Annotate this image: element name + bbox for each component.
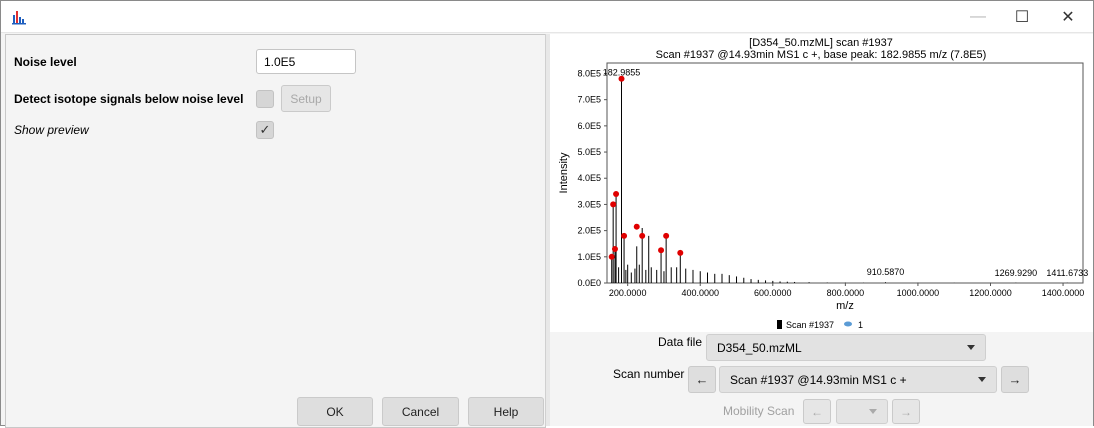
chart-legend: Scan #1937 1 bbox=[777, 320, 863, 330]
x-tick-label: 800.0000 bbox=[827, 288, 865, 298]
x-tick-label: 1400.0000 bbox=[1042, 288, 1085, 298]
y-tick-label: 6.0E5 bbox=[577, 121, 601, 131]
minimize-icon: — bbox=[970, 7, 986, 25]
plot-frame bbox=[606, 62, 1084, 284]
centroid-point bbox=[613, 190, 620, 197]
ok-button[interactable]: OK bbox=[297, 397, 373, 426]
centroid-point bbox=[658, 247, 665, 254]
peak-label: 1269.9290 bbox=[995, 268, 1038, 278]
x-axis-label: m/z bbox=[836, 300, 854, 312]
y-axis-label: Intensity bbox=[558, 152, 570, 193]
y-tick-label: 0.0E0 bbox=[577, 278, 601, 288]
x-tick-label: 1000.0000 bbox=[897, 288, 940, 298]
parameters-pane: Noise level 1.0E5 Detect isotope signals… bbox=[5, 34, 546, 428]
chart-app-icon bbox=[12, 11, 26, 25]
x-tick-label: 600.0000 bbox=[754, 288, 792, 298]
peak-label: 910.5870 bbox=[867, 267, 905, 277]
arrow-left-icon: ← bbox=[695, 372, 709, 387]
cancel-button[interactable]: Cancel bbox=[382, 397, 459, 426]
centroid-point bbox=[633, 223, 640, 230]
centroid-point bbox=[663, 232, 670, 239]
help-button[interactable]: Help bbox=[468, 397, 544, 426]
legend-label-centroid: 1 bbox=[858, 320, 863, 330]
y-tick-label: 3.0E5 bbox=[577, 199, 601, 209]
previous-mobility-button[interactable]: ← bbox=[803, 399, 831, 424]
y-tick-label: 2.0E5 bbox=[577, 226, 601, 236]
spectrum-chart-area: [D354_50.mzML] scan #1937 Scan #1937 @14… bbox=[550, 34, 1093, 332]
setup-button[interactable]: Setup bbox=[281, 85, 331, 112]
previous-scan-button[interactable]: ← bbox=[688, 366, 716, 393]
arrow-right-icon: → bbox=[1008, 372, 1022, 387]
y-tick-label: 5.0E5 bbox=[577, 147, 601, 157]
peak-label: 1411.6733 bbox=[1046, 268, 1088, 278]
title-bar: — ☐ ✕ bbox=[1, 1, 1093, 33]
centroid-point bbox=[611, 245, 618, 252]
isotope-checkbox[interactable] bbox=[256, 90, 274, 108]
arrow-left-icon: ← bbox=[811, 404, 823, 419]
x-tick-label: 400.0000 bbox=[681, 288, 719, 298]
next-mobility-button[interactable]: → bbox=[892, 399, 920, 424]
maximize-button[interactable]: ☐ bbox=[999, 1, 1045, 32]
y-tick-label: 4.0E5 bbox=[577, 173, 601, 183]
next-scan-button[interactable]: → bbox=[1001, 366, 1029, 393]
close-icon: ✕ bbox=[1061, 8, 1075, 26]
maximize-icon: ☐ bbox=[1014, 8, 1030, 26]
noise-level-label: Noise level bbox=[14, 55, 77, 69]
chart-subtitle: Scan #1937 @14.93min MS1 c +, base peak:… bbox=[656, 49, 987, 61]
preview-label: Show preview bbox=[14, 123, 89, 137]
noise-level-input[interactable]: 1.0E5 bbox=[256, 49, 356, 74]
data-file-value: D354_50.mzML bbox=[717, 340, 802, 355]
data-file-label: Data file bbox=[658, 335, 703, 349]
centroid-point bbox=[621, 232, 628, 239]
mobility-scan-combo[interactable] bbox=[836, 399, 888, 424]
y-tick-label: 1.0E5 bbox=[577, 252, 601, 262]
chevron-down-icon bbox=[978, 376, 986, 382]
x-tick-label: 200.0000 bbox=[609, 288, 647, 298]
centroid-point bbox=[618, 75, 625, 82]
chevron-down-icon bbox=[869, 408, 877, 414]
spectrum-chart[interactable]: [D354_50.mzML] scan #1937 Scan #1937 @14… bbox=[550, 34, 1093, 332]
centroid-point bbox=[610, 201, 617, 208]
checkmark-icon: ✓ bbox=[259, 122, 271, 137]
centroid-point bbox=[608, 253, 615, 260]
y-tick-label: 8.0E5 bbox=[577, 68, 601, 78]
legend-swatch-scan bbox=[777, 320, 782, 329]
isotope-label: Detect isotope signals below noise level bbox=[14, 92, 244, 106]
peak-label: 182.9855 bbox=[603, 68, 641, 78]
close-button[interactable]: ✕ bbox=[1045, 1, 1091, 32]
scan-number-combo[interactable]: Scan #1937 @14.93min MS1 c + bbox=[719, 366, 997, 393]
x-tick-label: 1200.0000 bbox=[969, 288, 1012, 298]
scan-number-label: Scan number bbox=[613, 367, 685, 381]
chart-title: [D354_50.mzML] scan #1937 bbox=[749, 37, 893, 49]
centroid-point bbox=[639, 232, 646, 239]
data-file-combo[interactable]: D354_50.mzML bbox=[706, 334, 986, 361]
arrow-right-icon: → bbox=[900, 404, 912, 419]
chevron-down-icon bbox=[967, 344, 975, 350]
scan-number-value: Scan #1937 @14.93min MS1 c + bbox=[730, 372, 907, 387]
legend-label-scan: Scan #1937 bbox=[786, 320, 834, 330]
preview-checkbox[interactable]: ✓ bbox=[256, 121, 274, 139]
legend-swatch-centroid bbox=[844, 321, 852, 327]
y-tick-label: 7.0E5 bbox=[577, 95, 601, 105]
centroid-point bbox=[677, 249, 684, 256]
mobility-scan-label: Mobility Scan bbox=[723, 404, 795, 418]
minimize-button[interactable]: — bbox=[955, 1, 1001, 32]
